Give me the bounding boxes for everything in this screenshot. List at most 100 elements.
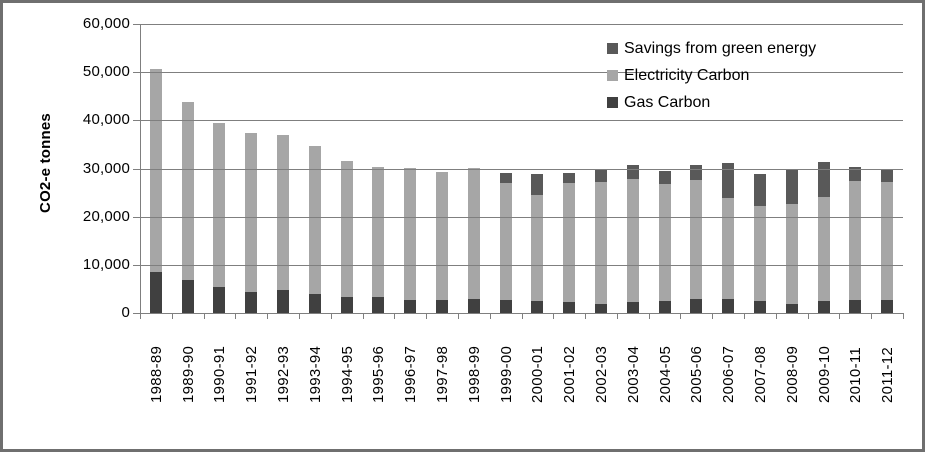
x-axis-label: 1988-89: [147, 345, 165, 403]
gridline: [140, 120, 903, 122]
bar-segment-electricity-carbon: [245, 132, 258, 292]
bar-segment-gas-carbon: [499, 300, 512, 313]
x-axis-tick: [171, 313, 173, 319]
x-axis-tick: [457, 313, 459, 319]
bar-segment-gas-carbon: [467, 299, 480, 313]
x-axis-label: 2007-08: [751, 345, 769, 403]
bar-segment-electricity-carbon: [626, 178, 639, 302]
x-axis-label: 2008-09: [783, 345, 801, 403]
x-axis-tick: [394, 313, 396, 319]
x-axis-tick: [235, 313, 237, 319]
x-axis-tick: [203, 313, 205, 319]
x-axis-tick: [553, 313, 555, 319]
gridline: [140, 264, 903, 266]
bar-segment-savings-from-green-energy: [881, 168, 894, 183]
x-axis-tick: [616, 313, 618, 319]
y-axis-tick-label: 50,000: [82, 63, 130, 81]
bar-segment-savings-from-green-energy: [594, 169, 607, 182]
y-axis-tick-label: 20,000: [82, 207, 130, 225]
y-axis-tick: [133, 216, 140, 218]
bar-segment-electricity-carbon: [753, 206, 766, 301]
legend-item-electricity: Electricity Carbon: [607, 62, 816, 89]
x-axis-tick: [680, 313, 682, 319]
bar-segment-savings-from-green-energy: [722, 163, 735, 199]
y-axis-line: [140, 24, 141, 313]
bar-segment-savings-from-green-energy: [690, 164, 703, 181]
bar-segment-savings-from-green-energy: [499, 173, 512, 183]
y-axis-tick-label: 40,000: [82, 111, 130, 129]
bar-segment-gas-carbon: [149, 272, 162, 313]
x-axis-label: 2002-03: [592, 345, 610, 403]
bar-segment-electricity-carbon: [722, 198, 735, 300]
bar-segment-savings-from-green-energy: [849, 166, 862, 181]
y-axis-tick: [133, 168, 140, 170]
x-axis-tick: [298, 313, 300, 319]
bar-segment-electricity-carbon: [563, 182, 576, 302]
bar-segment-gas-carbon: [626, 301, 639, 313]
bar-segment-electricity-carbon: [436, 171, 449, 301]
x-axis-label: 2001-02: [561, 345, 579, 403]
y-axis-tick-label: 10,000: [82, 255, 130, 273]
bar-segment-electricity-carbon: [849, 180, 862, 300]
x-axis-tick: [585, 313, 587, 319]
x-axis-label: 1991-92: [243, 345, 261, 403]
bar-segment-electricity-carbon: [467, 168, 480, 300]
x-axis-tick: [426, 313, 428, 319]
bar-segment-savings-from-green-energy: [785, 170, 798, 205]
x-axis-tick: [362, 313, 364, 319]
x-axis-label: 1989-90: [179, 345, 197, 403]
bar-segment-electricity-carbon: [658, 184, 671, 301]
x-axis-label: 1993-94: [306, 345, 324, 403]
y-axis-title: CO2-e tonnes: [37, 113, 54, 213]
x-axis-tick: [839, 313, 841, 319]
bar-segment-savings-from-green-energy: [817, 162, 830, 198]
legend-label-electricity: Electricity Carbon: [624, 66, 750, 84]
x-axis-tick: [807, 313, 809, 319]
x-axis-label: 1992-93: [275, 345, 293, 403]
bar-segment-electricity-carbon: [785, 204, 798, 304]
bar-segment-gas-carbon: [658, 300, 671, 313]
bar-segment-electricity-carbon: [340, 161, 353, 298]
gridline: [140, 216, 903, 218]
legend: Savings from green energy Electricity Ca…: [607, 35, 816, 116]
x-axis-label: 1997-98: [434, 345, 452, 403]
bar-segment-electricity-carbon: [181, 102, 194, 281]
bar-segment-gas-carbon: [308, 294, 321, 313]
gridline: [140, 72, 903, 74]
x-axis-label: 1999-00: [497, 345, 515, 403]
bar-segment-electricity-carbon: [277, 135, 290, 290]
bar-segment-gas-carbon: [340, 297, 353, 313]
bar-segment-electricity-carbon: [881, 182, 894, 300]
y-axis-tick: [133, 24, 140, 25]
bar-segment-savings-from-green-energy: [563, 172, 576, 183]
bar-segment-electricity-carbon: [594, 182, 607, 304]
bar-segment-electricity-carbon: [499, 182, 512, 301]
bar-segment-gas-carbon: [277, 289, 290, 313]
legend-item-savings: Savings from green energy: [607, 35, 816, 62]
bar-segment-gas-carbon: [372, 297, 385, 313]
bar-segment-gas-carbon: [849, 300, 862, 313]
bar-segment-gas-carbon: [213, 287, 226, 313]
x-axis-label: 2006-07: [720, 345, 738, 403]
bar-segment-electricity-carbon: [817, 197, 830, 301]
bar-segment-gas-carbon: [594, 303, 607, 313]
x-axis-tick: [775, 313, 777, 319]
bar-segment-savings-from-green-energy: [531, 174, 544, 195]
x-axis-tick: [903, 313, 904, 319]
bar-segment-gas-carbon: [245, 291, 258, 313]
bar-segment-gas-carbon: [722, 299, 735, 313]
legend-item-gas: Gas Carbon: [607, 89, 816, 116]
x-axis-tick: [267, 313, 269, 319]
bar-segment-gas-carbon: [817, 300, 830, 313]
y-axis-tick-label: 30,000: [82, 159, 130, 177]
x-axis-label: 2004-05: [656, 345, 674, 403]
legend-label-gas: Gas Carbon: [624, 93, 711, 111]
x-axis-tick: [330, 313, 332, 319]
bar-segment-electricity-carbon: [213, 122, 226, 288]
bar-segment-electricity-carbon: [308, 145, 321, 295]
x-axis-label: 2011-12: [879, 346, 897, 403]
x-axis-label: 2009-10: [815, 345, 833, 403]
x-axis-tick: [744, 313, 746, 319]
x-axis-label: 2000-01: [529, 345, 547, 403]
